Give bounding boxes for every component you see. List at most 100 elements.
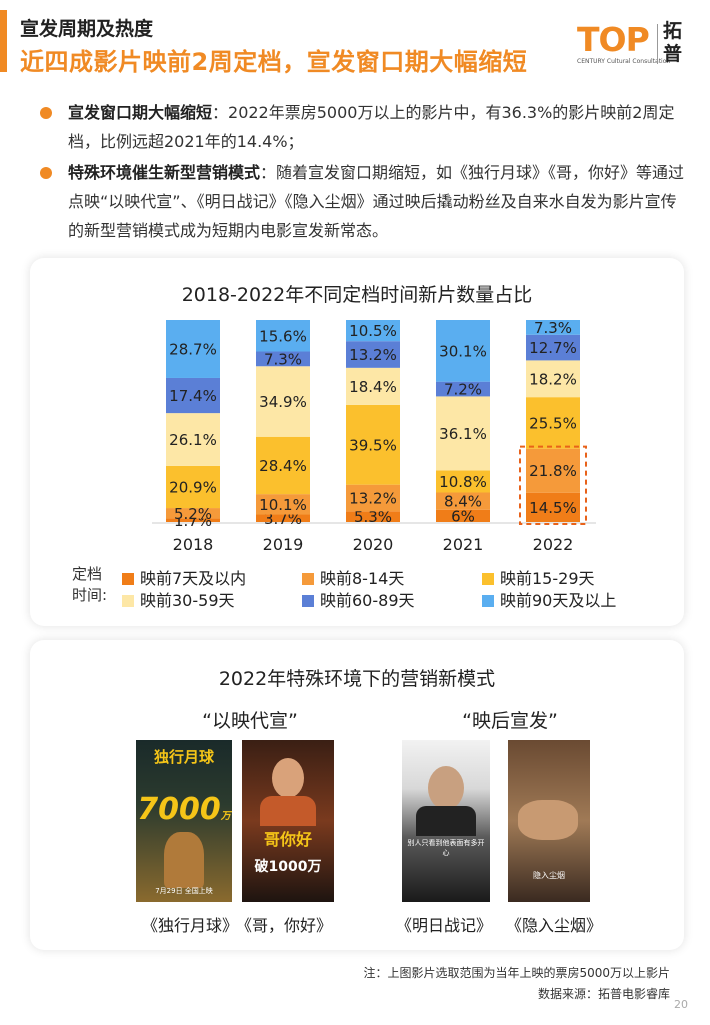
- bullet-dot: [40, 167, 52, 179]
- group-title-right: “映后宣发”: [462, 710, 558, 732]
- bar-segment: [346, 367, 400, 405]
- kangaroo-shape: [164, 832, 204, 888]
- bullet-lead: 宣发窗口期大幅缩短: [68, 103, 213, 122]
- caption-mingri: 《明日战记》: [396, 916, 493, 935]
- logo: TOP CENTURY Cultural Consultation 拓普: [575, 20, 700, 72]
- data-label: 26.1%: [169, 431, 217, 449]
- data-label: 17.4%: [169, 387, 217, 405]
- footnote-source: 数据来源：拓普电影睿库: [537, 987, 670, 1001]
- data-label: 6%: [451, 507, 475, 525]
- bar-segment: [166, 508, 220, 519]
- legend-label: 映前90天及以上: [500, 591, 617, 610]
- data-label: 5.3%: [354, 508, 392, 526]
- bar-segment: [346, 404, 400, 485]
- bullet-dot: [40, 107, 52, 119]
- highlight-box: [519, 445, 587, 525]
- data-label: 7.3%: [534, 319, 572, 337]
- legend-item: 映前15-29天: [482, 565, 595, 589]
- data-label: 18.2%: [529, 370, 577, 388]
- data-label: 13.2%: [349, 346, 397, 364]
- legend-swatch: [302, 573, 314, 585]
- data-label: 12.7%: [529, 339, 577, 357]
- bar-segment: [256, 366, 310, 437]
- bar-segment: [436, 381, 490, 397]
- poster-hands: [518, 800, 578, 840]
- poster-body: [416, 806, 476, 836]
- poster-big-number: 破1000万: [254, 859, 322, 875]
- caption-yinru: 《隐入尘烟》: [506, 916, 603, 935]
- bar-segment: [256, 436, 310, 495]
- legend-swatch: [482, 573, 494, 585]
- poster-dudu-yueqiu: 独行月球 7000万 7月29日 全国上映: [136, 740, 232, 902]
- data-label: 28.4%: [259, 457, 307, 475]
- poster-ge-nihao: 哥你好 破1000万: [242, 740, 334, 902]
- data-label: 36.1%: [439, 425, 487, 443]
- caption-dudu: 《独行月球》: [142, 916, 239, 935]
- legend-label: 映前7天及以内: [140, 569, 247, 588]
- data-label: 10.8%: [439, 473, 487, 491]
- legend-item: 映前7天及以内: [122, 565, 246, 589]
- chart-title: 2018-2022年不同定档时间新片数量占比: [181, 284, 533, 306]
- data-label: 30.1%: [439, 342, 487, 360]
- bar-segment: [526, 320, 580, 335]
- data-label: 28.7%: [169, 340, 217, 358]
- bar-segment: [526, 492, 580, 522]
- legend-swatch: [302, 595, 314, 607]
- logo-subtext: CENTURY Cultural Consultation: [577, 58, 671, 65]
- poster-big-number: 7000万: [137, 792, 231, 827]
- logo-text: TOP: [577, 20, 650, 59]
- bar-segment: [256, 351, 310, 367]
- poster-title: 独行月球: [153, 748, 214, 766]
- legend-swatch: [122, 573, 134, 585]
- legend-lead: 定档时间:: [72, 565, 108, 604]
- poster-face: [428, 766, 464, 810]
- data-label: 13.2%: [349, 489, 397, 507]
- data-label: 5.2%: [174, 505, 212, 523]
- poster-body: [260, 796, 316, 826]
- data-label: 18.4%: [349, 378, 397, 396]
- legend-label: 映前30-59天: [140, 591, 235, 610]
- x-tick-label: 2022: [533, 535, 574, 554]
- bar-segment: [256, 494, 310, 515]
- bar-segment: [346, 511, 400, 522]
- footnote-note: 注：上图影片选取范围为当年上映的票房5000万以上影片: [363, 966, 670, 980]
- logo-cn: 拓普: [663, 20, 683, 65]
- data-label: 7.3%: [264, 350, 302, 368]
- poster-yinru-chenyan: 隐入尘烟: [508, 740, 590, 902]
- legend-swatch: [122, 595, 134, 607]
- data-label: 15.6%: [259, 327, 307, 345]
- group-title-left: “以映代宣”: [202, 710, 298, 732]
- x-tick-label: 2021: [443, 535, 484, 554]
- poster-caption: 别人只看到他表面有多开心: [407, 839, 485, 857]
- bar-segment: [166, 320, 220, 378]
- bar-segment: [436, 470, 490, 493]
- bar-segment: [526, 448, 580, 493]
- marketing-card: 2022年特殊环境下的营销新模式 “以映代宣” “映后宣发” 独行月球 7000…: [30, 640, 684, 950]
- caption-genihao: 《哥，你好》: [236, 916, 333, 935]
- bar-segment: [256, 320, 310, 352]
- bullet-item: 宣发窗口期大幅缩短：2022年票房5000万以上的影片中，有36.3%的影片映前…: [38, 98, 688, 156]
- data-label: 14.5%: [529, 499, 577, 517]
- legend-label: 映前60-89天: [320, 591, 415, 610]
- bar-segment: [436, 509, 490, 522]
- data-label: 8.4%: [444, 493, 482, 511]
- accent-bar: [0, 10, 7, 72]
- bar-segment: [436, 396, 490, 471]
- x-tick-label: 2020: [353, 535, 394, 554]
- legend-item: 映前8-14天: [302, 565, 404, 589]
- bar-segment: [526, 334, 580, 361]
- bar-segment: [166, 465, 220, 509]
- bar-segment: [346, 320, 400, 342]
- section-label: 宣发周期及热度: [20, 18, 154, 40]
- poster-face: [272, 758, 304, 798]
- chart-card: 2018-2022年不同定档时间新片数量占比 1.7% 5.2% 20.9% 26.1…: [30, 258, 684, 626]
- bullet-item: 特殊环境催生新型营销模式：随着宣发窗口期缩短，如《独行月球》《哥，你好》等通过点…: [38, 158, 688, 245]
- bar-segment: [166, 518, 220, 522]
- data-label: 7.2%: [444, 381, 482, 399]
- poster-title: 哥你好: [263, 830, 312, 849]
- poster-date: 7月29日 全国上映: [155, 887, 213, 895]
- page-title: 近四成影片映前2周定档，宣发窗口期大幅缩短: [20, 48, 528, 76]
- bullet-lead: 特殊环境催生新型营销模式: [68, 163, 261, 182]
- poster-mingri-zhanji: 别人只看到他表面有多开心: [402, 740, 490, 902]
- bar-segment: [166, 413, 220, 466]
